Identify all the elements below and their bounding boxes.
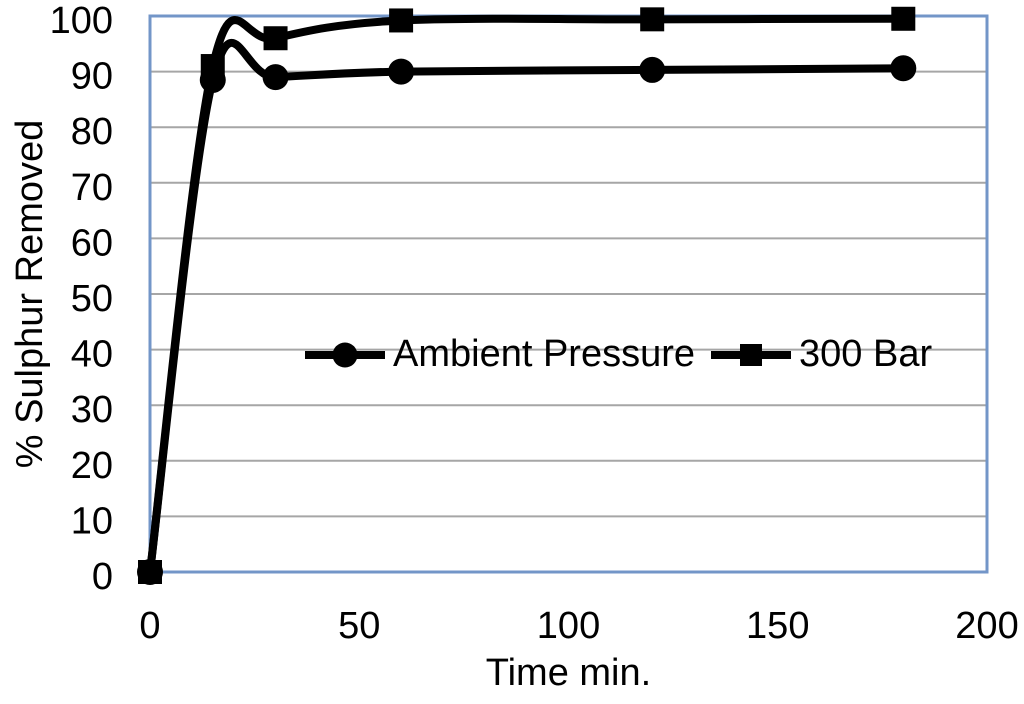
series-line-300-bar — [146, 14, 904, 573]
legend-label: 300 Bar — [799, 333, 933, 375]
y-tick-label: 80 — [71, 111, 113, 153]
marker-square-300-bar — [200, 54, 225, 79]
marker-circle-ambient-pressure — [639, 56, 666, 83]
marker-square-300-bar — [640, 7, 665, 32]
y-tick-label: 50 — [71, 278, 113, 320]
y-tick-label: 20 — [71, 445, 113, 487]
marker-square-300-bar — [389, 8, 414, 33]
y-tick-label: 70 — [71, 167, 113, 209]
y-tick-label: 100 — [50, 0, 113, 42]
y-tick-label: 40 — [71, 334, 113, 376]
y-tick-label: 90 — [71, 56, 113, 98]
x-axis-title: Time min. — [485, 652, 652, 694]
x-tick-label: 200 — [955, 605, 1018, 647]
series-line-ambient-pressure — [146, 38, 904, 573]
legend-line-circle-icon — [305, 342, 385, 367]
y-axis-title: % Sulphur Removed — [9, 119, 51, 469]
y-tick-label: 10 — [71, 500, 113, 542]
marker-square-300-bar — [138, 560, 162, 584]
legend: Ambient Pressure 300 Bar — [305, 333, 932, 376]
x-tick-label: 150 — [746, 605, 809, 647]
legend-label: Ambient Pressure — [393, 333, 696, 375]
marker-circle-ambient-pressure — [388, 58, 415, 85]
marker-circle-ambient-pressure — [890, 55, 917, 82]
marker-square-300-bar — [263, 26, 288, 51]
legend-item-ambient-pressure: Ambient Pressure — [305, 333, 695, 376]
x-tick-label: 100 — [537, 605, 600, 647]
y-tick-label: 60 — [71, 222, 113, 264]
y-tick-label: 0 — [92, 556, 113, 598]
y-tick-label: 30 — [71, 389, 113, 431]
x-tick-label: 0 — [139, 605, 160, 647]
x-tick-label: 50 — [338, 605, 380, 647]
legend-line-square-icon — [711, 343, 792, 366]
legend-item-300-bar: 300 Bar — [711, 333, 932, 376]
marker-circle-ambient-pressure — [262, 64, 289, 91]
marker-square-300-bar — [891, 6, 916, 31]
